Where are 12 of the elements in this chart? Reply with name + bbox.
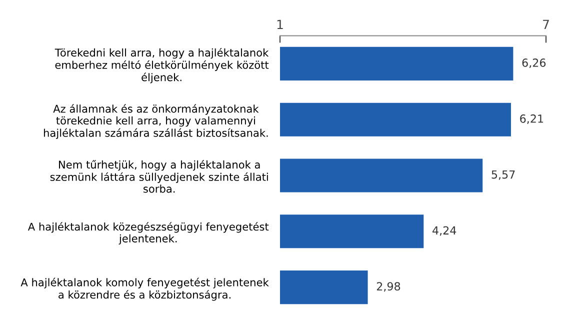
- y-tick-label: A hajléktalanok komoly fenyegetést jelentenek a közrendre és a közbiztonságra.: [20, 278, 269, 301]
- y-tick-label: A hajléktalanok közegészségügyi fenyegetést jelentenek.: [28, 222, 269, 245]
- y-tick-label: Az államnak és az önkormányzatoknak törekednie kell arra, hogy valamennyi hajléktalan számára szállást biztosítsanak.: [44, 104, 268, 139]
- data-label: 2,98: [376, 282, 400, 292]
- x-tick-label: 1: [277, 20, 283, 29]
- x-tick-label: 7: [543, 20, 549, 29]
- data-label: 6,21: [520, 114, 544, 124]
- y-tick-label: Nem tűrhetjük, hogy a hajléktalanok a szemünk láttára süllyedjenek szinte állati sorba.: [50, 160, 268, 193]
- data-label: 6,26: [522, 58, 546, 68]
- data-label: 5,57: [492, 170, 515, 180]
- y-tick-label: Törekedni kell arra, hogy a hajléktalanok emberhez méltó életkörülmények között éljenek.: [54, 48, 269, 84]
- data-label: 4,24: [432, 226, 456, 236]
